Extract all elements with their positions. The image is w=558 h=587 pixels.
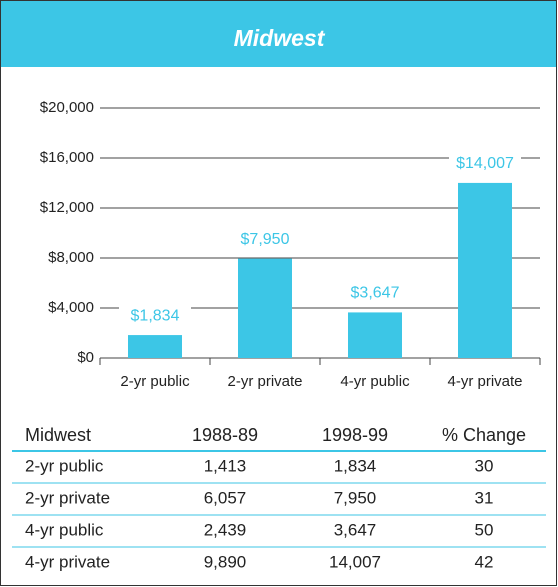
value-label-bg (119, 305, 191, 326)
bar (238, 258, 292, 358)
table-cell: 30 (475, 456, 494, 475)
y-tick-label: $8,000 (48, 249, 94, 266)
table-cell: 7,950 (334, 488, 377, 507)
table-cell: 42 (475, 552, 494, 571)
table-cell: 1,834 (334, 456, 377, 475)
table-header: % Change (442, 425, 526, 445)
bar (458, 182, 512, 358)
value-label: $3,647 (351, 285, 400, 302)
y-tick-label: $0 (77, 349, 94, 366)
y-tick-label: $4,000 (48, 299, 94, 316)
table-cell: 4-yr private (25, 552, 110, 571)
y-tick-label: $20,000 (40, 99, 94, 116)
value-label-bg (229, 228, 301, 249)
x-tick-label: 2-yr public (120, 373, 190, 390)
header-band (1, 1, 556, 67)
x-tick-label: 4-yr public (340, 373, 410, 390)
bar (128, 335, 182, 358)
bar (348, 312, 402, 358)
table-cell: 2-yr public (25, 456, 104, 475)
table-cell: 31 (475, 488, 494, 507)
value-label: $1,834 (131, 307, 180, 324)
x-tick-label: 4-yr private (447, 373, 522, 390)
table-cell: 2-yr private (25, 488, 110, 507)
y-tick-label: $16,000 (40, 149, 94, 166)
table-header: Midwest (25, 425, 91, 445)
value-label-bg (339, 282, 411, 303)
chart-title: Midwest (234, 25, 326, 51)
table-cell: 9,890 (204, 552, 247, 571)
value-label-bg (449, 152, 521, 173)
y-tick-label: $12,000 (40, 199, 94, 216)
table-header: 1998-99 (322, 425, 388, 445)
table-cell: 50 (475, 520, 494, 539)
table-header: 1988-89 (192, 425, 258, 445)
table-cell: 3,647 (334, 520, 377, 539)
table-cell: 4-yr public (25, 520, 104, 539)
value-label: $7,950 (241, 231, 290, 248)
table-cell: 14,007 (329, 552, 381, 571)
value-label: $14,007 (456, 155, 514, 172)
table-cell: 1,413 (204, 456, 247, 475)
table-cell: 6,057 (204, 488, 247, 507)
x-tick-label: 2-yr private (227, 373, 302, 390)
table-cell: 2,439 (204, 520, 247, 539)
